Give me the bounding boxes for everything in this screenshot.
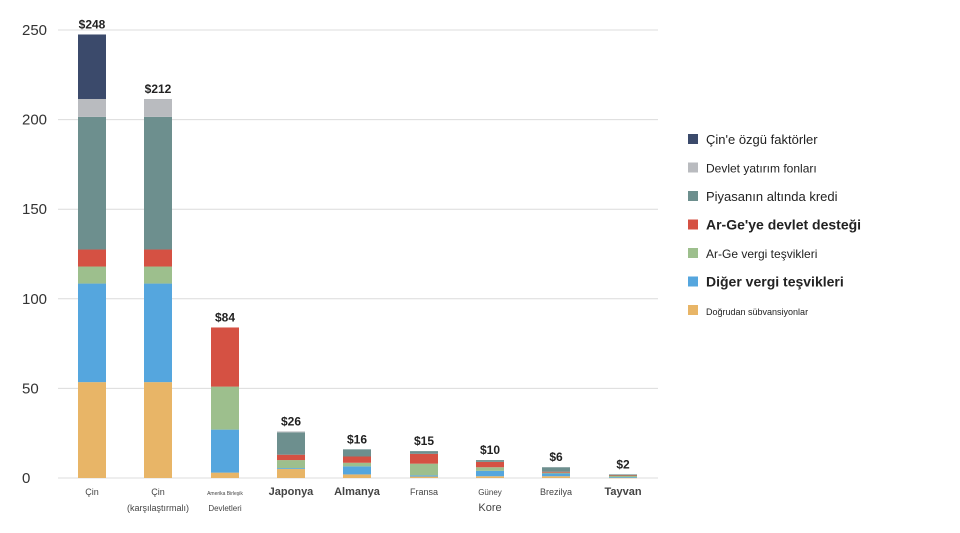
bar-segment <box>542 472 570 474</box>
bar-segment <box>410 475 438 477</box>
bar-segment <box>609 474 637 476</box>
bar-segment <box>277 454 305 461</box>
bar-segment <box>410 476 438 478</box>
legend-swatch <box>688 191 698 201</box>
bar-segment <box>277 460 305 469</box>
x-category-label: Fransa <box>410 487 438 497</box>
bar-total-label: $248 <box>79 17 106 31</box>
y-tick-label: 200 <box>22 112 47 129</box>
bar-segment <box>277 432 305 455</box>
bar-segment <box>542 473 570 477</box>
bar-total-label: $26 <box>281 414 301 428</box>
bar-total-label: $212 <box>145 82 172 96</box>
bar-segment <box>476 467 504 471</box>
bar-segment <box>609 477 637 478</box>
bar-segment <box>78 283 106 383</box>
bar-segment <box>609 474 637 476</box>
y-tick-label: 0 <box>22 470 30 487</box>
legend-swatch <box>688 305 698 315</box>
bar-segment <box>410 463 438 476</box>
bar-segment <box>78 266 106 284</box>
x-category-label: Almanya <box>334 486 381 498</box>
y-tick-label: 50 <box>22 380 39 397</box>
legend-swatch <box>688 248 698 258</box>
bar-segment <box>144 116 172 250</box>
bar-segment <box>410 453 438 464</box>
bar-total-label: $10 <box>480 443 500 457</box>
bar-segment <box>144 382 172 478</box>
bar-segment <box>277 469 305 478</box>
legend-swatch <box>688 219 698 230</box>
bar-segment <box>476 476 504 478</box>
legend-label: Çin'e özgü faktörler <box>706 132 818 147</box>
bar-segment <box>609 475 637 478</box>
x-category-label: Çin <box>85 487 99 497</box>
bar-segment <box>78 34 106 99</box>
bar-segment <box>211 472 239 478</box>
legend-label: Devlet yatırım fonları <box>706 162 817 176</box>
bar-total-label: $16 <box>347 432 367 446</box>
bar-segment <box>144 249 172 267</box>
x-category-label: Devletleri <box>208 504 242 513</box>
bar-segment <box>476 461 504 468</box>
x-category-label: Amerika Birleşik <box>207 491 243 497</box>
x-category-label: Güney <box>478 488 502 497</box>
bar-segment <box>211 386 239 430</box>
y-tick-label: 150 <box>22 201 47 218</box>
legend-label: Doğrudan sübvansiyonlar <box>706 307 808 317</box>
bar-segment <box>343 462 371 467</box>
bar-segment <box>343 456 371 463</box>
legend-swatch <box>688 162 698 173</box>
bar-segment <box>277 431 305 433</box>
bar-segment <box>542 467 570 472</box>
bar-segment <box>542 471 570 473</box>
bar-segment <box>343 466 371 475</box>
bar-segment <box>343 449 371 457</box>
x-category-label: Brezilya <box>540 487 572 497</box>
bar-segment <box>144 98 172 117</box>
bar-segment <box>410 451 438 454</box>
legend-label: Ar-Ge vergi teşvikleri <box>706 247 817 261</box>
legend-label: Piyasanın altında kredi <box>706 189 838 204</box>
legend-label: Ar-Ge'ye devlet desteği <box>706 217 861 233</box>
bar-segment <box>542 476 570 478</box>
x-category-label: Tayvan <box>604 486 641 498</box>
bar-total-label: $84 <box>215 310 235 324</box>
x-category-label: (karşılaştırmalı) <box>127 503 189 513</box>
y-tick-label: 250 <box>22 22 47 39</box>
bar-segment <box>78 382 106 478</box>
bar-segment <box>144 283 172 383</box>
bar-segment <box>211 327 239 387</box>
bar-segment <box>277 468 305 470</box>
x-category-label: Kore <box>478 502 501 514</box>
bar-segment <box>476 460 504 462</box>
y-tick-label: 100 <box>22 291 47 308</box>
bar-total-label: $15 <box>414 434 434 448</box>
bar-segment <box>144 266 172 284</box>
bar-segment <box>78 98 106 117</box>
bar-segment <box>78 249 106 267</box>
x-category-label: Çin <box>151 487 165 497</box>
bar-segment <box>78 116 106 250</box>
legend-swatch <box>688 134 698 144</box>
bar-segment <box>343 474 371 478</box>
legend-label: Diğer vergi teşvikleri <box>706 274 844 290</box>
bar-total-label: $6 <box>549 450 563 464</box>
bar-segment <box>211 429 239 473</box>
bar-segment <box>476 470 504 477</box>
x-category-label: Japonya <box>269 486 315 498</box>
bar-total-label: $2 <box>616 457 630 471</box>
legend-swatch <box>688 276 698 287</box>
